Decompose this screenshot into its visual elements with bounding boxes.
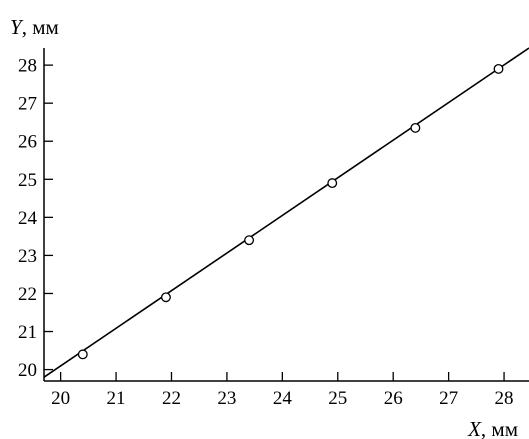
data-point bbox=[410, 122, 421, 133]
plot-area bbox=[43, 47, 529, 378]
data-point bbox=[77, 349, 88, 360]
fit-line bbox=[43, 47, 529, 378]
data-point bbox=[493, 63, 504, 74]
x-tick-label: 27 bbox=[439, 388, 458, 409]
x-tick-label: 24 bbox=[273, 388, 293, 409]
y-tick-label: 28 bbox=[18, 56, 37, 77]
x-tick-label: 25 bbox=[328, 388, 347, 409]
y-tick-label: 22 bbox=[18, 284, 37, 305]
y-tick-label: 25 bbox=[18, 170, 37, 191]
x-tick-label: 22 bbox=[162, 388, 181, 409]
x-tick-label: 21 bbox=[107, 388, 126, 409]
data-point bbox=[244, 235, 255, 246]
y-tick-label: 27 bbox=[18, 94, 37, 115]
x-axis-title: X, мм bbox=[467, 417, 518, 439]
y-ticks: 20 21 22 23 24 25 26 27 28 bbox=[18, 56, 53, 381]
x-tick-label: 28 bbox=[495, 388, 514, 409]
x-ticks: 20 21 22 23 24 25 26 27 28 bbox=[51, 372, 514, 409]
x-tick-label: 23 bbox=[217, 388, 236, 409]
x-tick-label: 26 bbox=[384, 388, 403, 409]
y-tick-label: 20 bbox=[18, 360, 37, 381]
x-tick-label: 20 bbox=[51, 388, 70, 409]
y-tick-label: 26 bbox=[18, 132, 37, 153]
y-tick-label: 23 bbox=[18, 246, 37, 267]
y-tick-label: 21 bbox=[18, 322, 37, 343]
y-tick-label: 24 bbox=[18, 208, 38, 229]
data-point bbox=[160, 292, 171, 303]
y-axis-title: Y, мм bbox=[10, 15, 59, 39]
data-point bbox=[327, 178, 338, 189]
